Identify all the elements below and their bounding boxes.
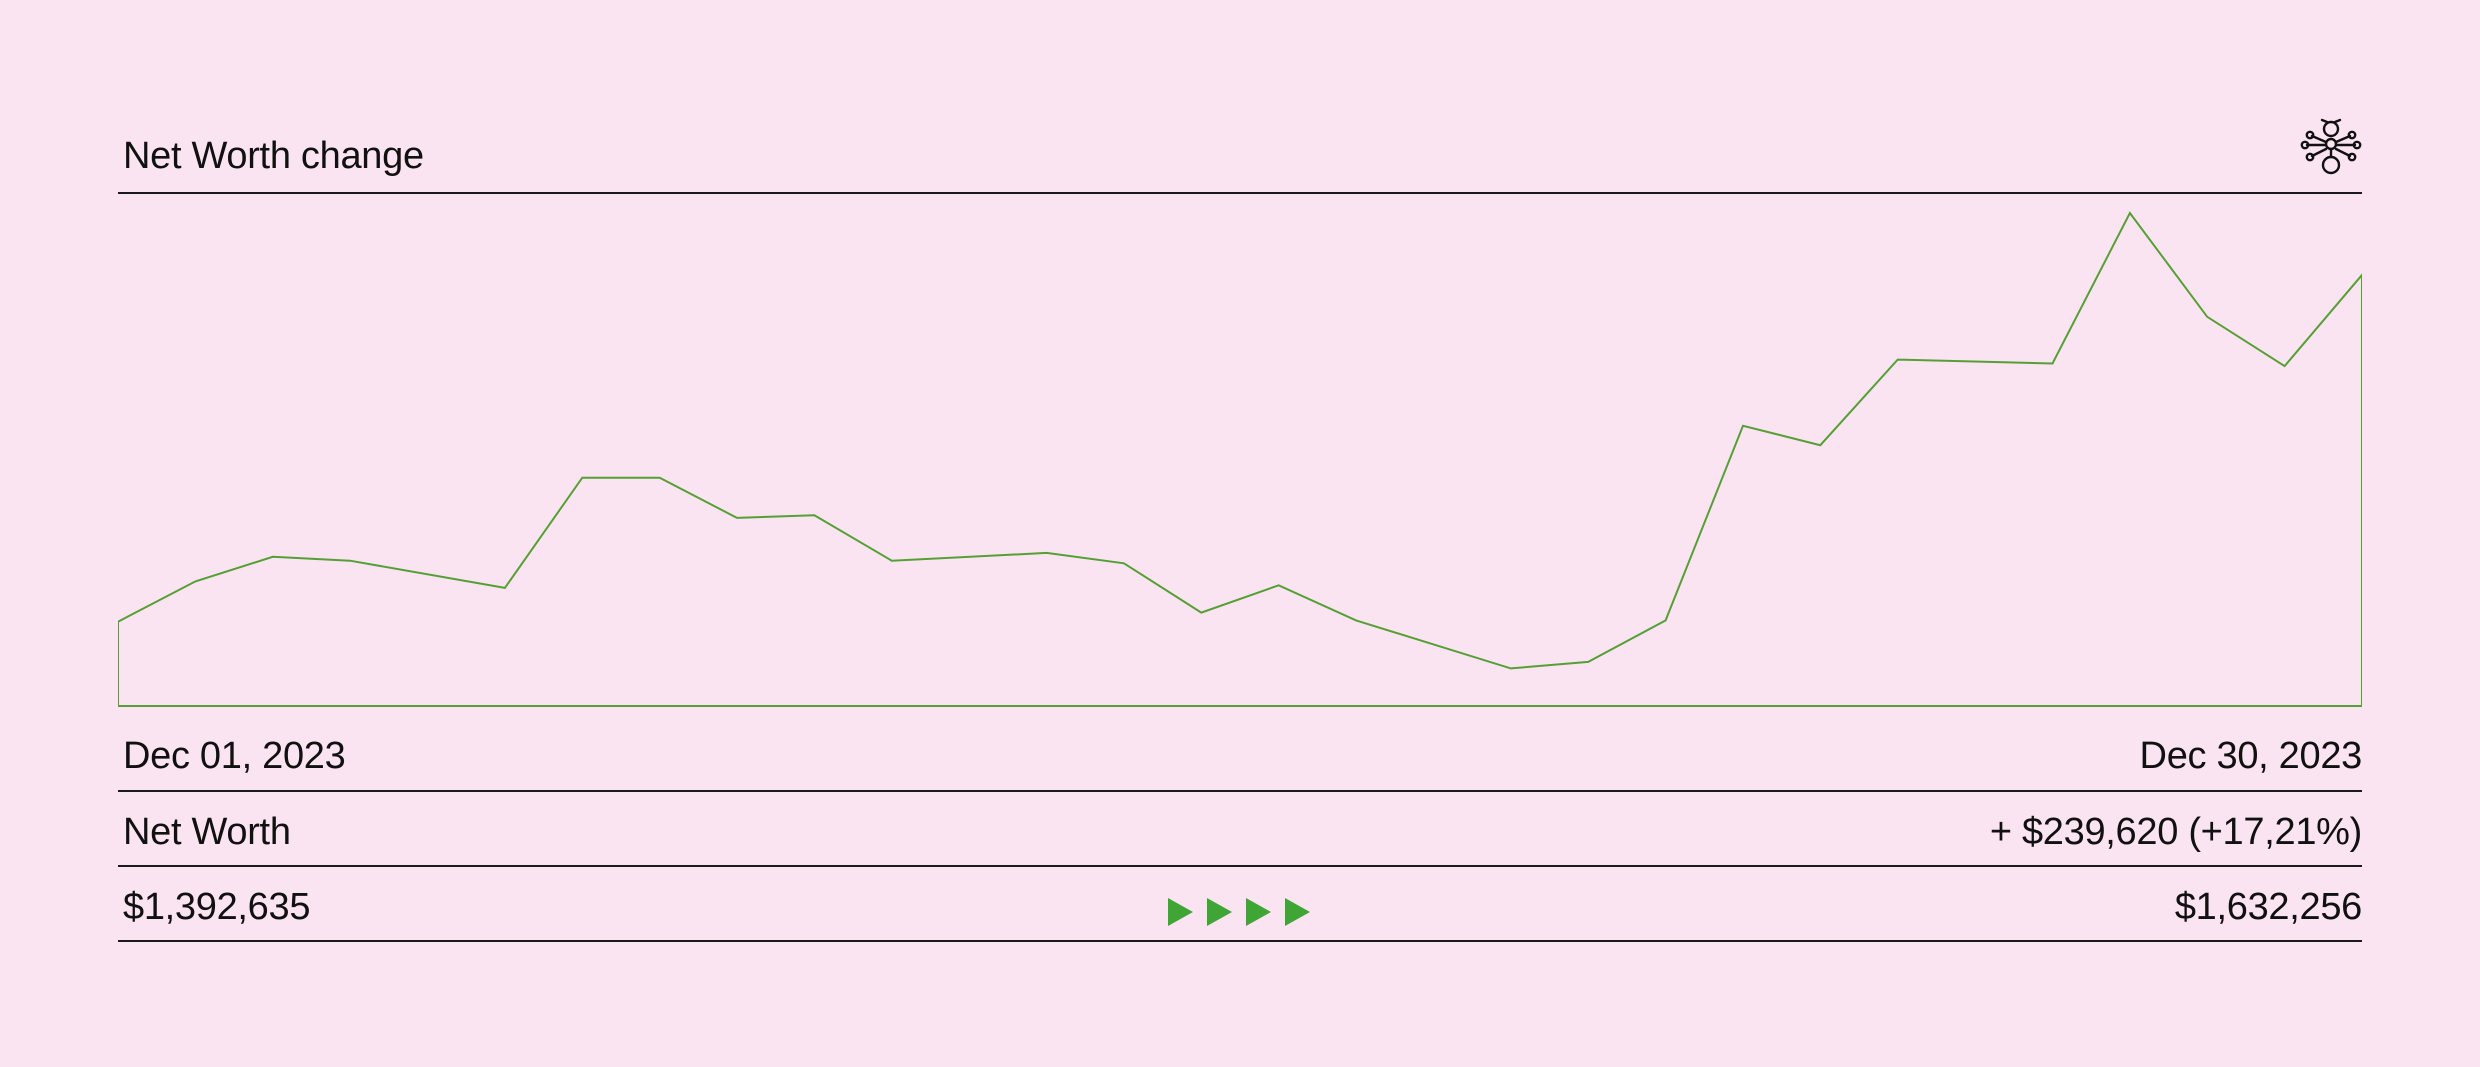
net-worth-label: Net Worth	[123, 811, 291, 853]
net-worth-series-line	[118, 211, 2362, 707]
net-worth-line-chart	[118, 211, 2362, 707]
card-header: Net Worth change	[118, 110, 2362, 194]
ant-robot-logo-icon	[2300, 118, 2362, 175]
values-row: $1,392,635 $1,632,256	[118, 867, 2362, 942]
end-date-label: Dec 30, 2023	[2139, 735, 2363, 777]
chart-title: Net Worth change	[123, 135, 424, 177]
start-date-label: Dec 01, 2023	[123, 735, 346, 777]
net-worth-card: Net Worth change Dec 01, 2023 D	[118, 110, 2362, 946]
net-worth-change: + $239,620 (+17,21%)	[1989, 811, 2362, 853]
net-worth-row: Net Worth + $239,620 (+17,21%)	[118, 792, 2362, 867]
start-value: $1,392,635	[123, 886, 311, 928]
end-value: $1,632,256	[2174, 886, 2362, 928]
date-range-row: Dec 01, 2023 Dec 30, 2023	[118, 716, 2362, 792]
play-arrows-icon	[1168, 898, 1310, 926]
